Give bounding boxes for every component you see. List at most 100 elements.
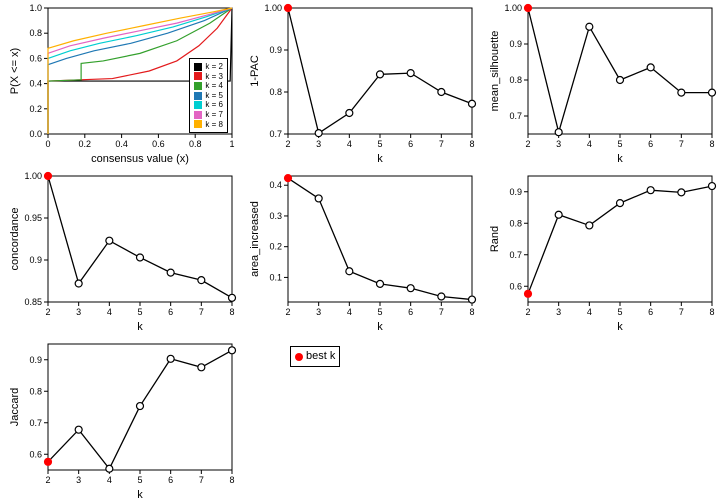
svg-text:3: 3 xyxy=(316,307,321,317)
legend-swatch-icon xyxy=(194,72,202,80)
svg-text:k: k xyxy=(617,321,623,333)
svg-text:3: 3 xyxy=(556,307,561,317)
svg-text:7: 7 xyxy=(199,475,204,485)
legend-item: k = 4 xyxy=(194,81,223,91)
svg-text:1: 1 xyxy=(229,139,234,149)
svg-text:5: 5 xyxy=(377,307,382,317)
svg-text:0.9: 0.9 xyxy=(509,39,522,49)
svg-text:3: 3 xyxy=(556,139,561,149)
svg-text:3: 3 xyxy=(316,139,321,149)
svg-text:5: 5 xyxy=(617,307,622,317)
bestk-label: best k xyxy=(306,350,335,363)
svg-text:3: 3 xyxy=(76,475,81,485)
svg-text:0.9: 0.9 xyxy=(269,45,282,55)
svg-text:1.00: 1.00 xyxy=(24,171,42,181)
svg-text:mean_silhouette: mean_silhouette xyxy=(489,31,501,112)
svg-text:0.9: 0.9 xyxy=(29,355,42,365)
svg-text:0.6: 0.6 xyxy=(29,449,42,459)
legend-swatch-icon xyxy=(194,63,202,71)
panel-grid: 00.20.40.60.810.00.20.40.60.81.0consensu… xyxy=(0,0,720,504)
svg-text:0.2: 0.2 xyxy=(79,139,92,149)
empty-panel xyxy=(480,336,720,504)
legend-label: k = 5 xyxy=(205,91,223,101)
svg-text:concordance: concordance xyxy=(9,208,21,271)
svg-text:7: 7 xyxy=(679,307,684,317)
svg-text:0.8: 0.8 xyxy=(509,218,522,228)
svg-text:4: 4 xyxy=(347,307,352,317)
svg-text:k: k xyxy=(377,321,383,333)
svg-text:1-PAC: 1-PAC xyxy=(249,55,261,87)
svg-text:0.85: 0.85 xyxy=(24,297,42,307)
legend-item: k = 2 xyxy=(194,62,223,72)
svg-text:4: 4 xyxy=(107,475,112,485)
svg-text:0.9: 0.9 xyxy=(509,187,522,197)
legend-swatch-icon xyxy=(194,101,202,109)
legend-item: k = 3 xyxy=(194,72,223,82)
svg-text:4: 4 xyxy=(347,139,352,149)
svg-text:0.6: 0.6 xyxy=(29,53,42,63)
svg-text:0.6: 0.6 xyxy=(509,281,522,291)
legend-item: best k xyxy=(295,350,335,363)
svg-text:1.00: 1.00 xyxy=(264,3,282,13)
legend-item: k = 5 xyxy=(194,91,223,101)
svg-text:0: 0 xyxy=(45,139,50,149)
svg-text:2: 2 xyxy=(525,307,530,317)
panel-jaccard: 23456780.60.70.80.9kJaccard xyxy=(0,336,240,504)
svg-text:7: 7 xyxy=(679,139,684,149)
bestk-dot-icon xyxy=(295,353,303,361)
legend-swatch-icon xyxy=(194,82,202,90)
svg-text:area_increased: area_increased xyxy=(249,201,261,277)
ecdf-legend: k = 2k = 3k = 4k = 5k = 6k = 7k = 8 xyxy=(189,58,228,133)
svg-text:3: 3 xyxy=(76,307,81,317)
legend-item: k = 6 xyxy=(194,100,223,110)
svg-text:6: 6 xyxy=(168,475,173,485)
svg-text:8: 8 xyxy=(469,139,474,149)
legend-label: k = 2 xyxy=(205,62,223,72)
svg-text:k: k xyxy=(137,489,143,501)
svg-text:0.0: 0.0 xyxy=(29,129,42,139)
svg-text:0.8: 0.8 xyxy=(29,386,42,396)
panel-rand: 23456780.60.70.80.9kRand xyxy=(480,168,720,336)
svg-text:0.7: 0.7 xyxy=(509,250,522,260)
svg-text:k: k xyxy=(617,153,623,165)
svg-text:0.2: 0.2 xyxy=(269,242,282,252)
svg-text:5: 5 xyxy=(137,475,142,485)
svg-text:8: 8 xyxy=(469,307,474,317)
legend-swatch-icon xyxy=(194,120,202,128)
svg-text:0.7: 0.7 xyxy=(509,111,522,121)
legend-label: k = 3 xyxy=(205,72,223,82)
panel-concordance: 23456780.850.90.951.00kconcordance xyxy=(0,168,240,336)
svg-text:0.1: 0.1 xyxy=(269,272,282,282)
svg-text:2: 2 xyxy=(285,139,290,149)
svg-text:0.9: 0.9 xyxy=(29,255,42,265)
legend-label: k = 6 xyxy=(205,100,223,110)
svg-text:0.7: 0.7 xyxy=(29,418,42,428)
svg-text:5: 5 xyxy=(377,139,382,149)
legend-label: k = 4 xyxy=(205,81,223,91)
svg-text:0.4: 0.4 xyxy=(115,139,128,149)
svg-text:0.8: 0.8 xyxy=(509,75,522,85)
svg-text:0.95: 0.95 xyxy=(24,213,42,223)
svg-text:Rand: Rand xyxy=(489,226,501,252)
svg-text:2: 2 xyxy=(45,475,50,485)
svg-text:2: 2 xyxy=(525,139,530,149)
svg-text:0.4: 0.4 xyxy=(29,79,42,89)
svg-text:k: k xyxy=(137,321,143,333)
svg-text:0.6: 0.6 xyxy=(152,139,165,149)
svg-text:0.2: 0.2 xyxy=(29,104,42,114)
svg-text:0.7: 0.7 xyxy=(269,129,282,139)
svg-text:1.0: 1.0 xyxy=(29,3,42,13)
legend-item: k = 7 xyxy=(194,110,223,120)
svg-text:6: 6 xyxy=(648,307,653,317)
svg-text:7: 7 xyxy=(439,139,444,149)
panel-area-increased: 23456780.10.20.30.4karea_increased xyxy=(240,168,480,336)
svg-text:k: k xyxy=(377,153,383,165)
svg-text:6: 6 xyxy=(408,307,413,317)
bestk-legend-panel: best k xyxy=(240,336,480,504)
bestk-legend: best k xyxy=(290,346,340,367)
panel-silhouette: 23456780.70.80.91.00kmean_silhouette xyxy=(480,0,720,168)
svg-text:P(X <= x): P(X <= x) xyxy=(9,48,21,94)
panel-1pac: 23456780.70.80.91.00k1-PAC xyxy=(240,0,480,168)
svg-text:7: 7 xyxy=(199,307,204,317)
svg-text:0.4: 0.4 xyxy=(269,180,282,190)
